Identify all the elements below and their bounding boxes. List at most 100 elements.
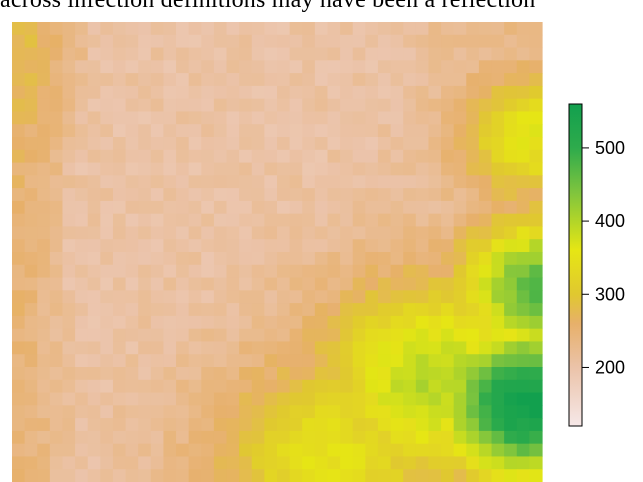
heatmap-cell [403,85,417,100]
heatmap-cell [87,60,101,74]
heatmap-cell [529,98,543,113]
heatmap-cell [12,328,26,343]
heatmap-cell [176,85,190,100]
heatmap-cell [163,290,177,304]
heatmap-cell [453,149,467,164]
heatmap-cell [100,430,114,445]
heatmap-cell [428,73,442,87]
heatmap-cell [12,252,26,266]
heatmap-cell [24,277,38,291]
heatmap-cell [415,213,430,228]
heatmap-cell [100,213,114,228]
heatmap-cell [529,60,543,74]
heatmap-cell [125,98,139,113]
heatmap-cell [277,137,291,151]
heatmap-cell [466,277,480,291]
heatmap-cell [516,430,530,445]
heatmap-cell [314,456,329,470]
heatmap-cell [441,226,455,240]
heatmap-cell [289,418,303,432]
heatmap-cell [491,430,505,445]
heatmap-cell [188,22,202,36]
heatmap-cell [466,175,480,189]
heatmap-cell [314,73,329,87]
heatmap-cell [188,226,202,240]
heatmap-cell [264,405,278,419]
heatmap-cell [314,22,329,36]
heatmap-cell [428,469,442,482]
heatmap-cell [277,328,291,343]
heatmap-cell [176,418,190,432]
heatmap-cell [264,213,278,228]
heatmap-cell [428,137,442,151]
heatmap-cell [100,405,114,419]
heatmap-cell [100,315,114,330]
heatmap-cell [478,111,493,125]
heatmap-cell [125,392,139,406]
heatmap-cell [37,379,51,394]
heatmap-cell [213,354,228,368]
heatmap-cell [201,277,215,291]
heatmap-cell [75,315,89,330]
heatmap-cell [478,405,493,419]
heatmap-cell [441,34,455,49]
heatmap-cell [352,137,366,151]
heatmap-cell [504,379,518,394]
heatmap-cell [365,111,379,125]
heatmap-cell [377,111,392,125]
heatmap-cell [516,162,530,176]
heatmap-cell [188,405,202,419]
heatmap-cell [100,137,114,151]
heatmap-cell [213,379,228,394]
heatmap-cell [441,328,455,343]
heatmap-cell [112,175,127,189]
heatmap-cell [201,22,215,36]
heatmap-cell [112,73,127,87]
heatmap-cell [365,149,379,164]
heatmap-cell [87,188,101,202]
heatmap-cell [12,111,26,125]
heatmap-cell [176,264,190,279]
heatmap-cell [49,328,64,343]
heatmap-cell [352,60,366,74]
heatmap-cell [352,303,366,317]
heatmap-cell [491,277,505,291]
heatmap-cell [239,315,253,330]
heatmap-cell [24,188,38,202]
heatmap-cell [62,188,76,202]
heatmap-cell [251,469,265,482]
heatmap-cell [340,469,354,482]
heatmap-cell [163,60,177,74]
heatmap-cell [100,73,114,87]
heatmap-cell [340,73,354,87]
heatmap-cell [478,213,493,228]
heatmap-cell [176,456,190,470]
heatmap-cell [504,252,518,266]
heatmap-cell [75,303,89,317]
heatmap-cell [213,200,228,215]
heatmap-cell [491,98,505,113]
heatmap-cell [188,162,202,176]
heatmap-cell [491,418,505,432]
heatmap-cell [62,264,76,279]
heatmap-cell [150,456,165,470]
heatmap-cell [201,226,215,240]
heatmap-cell [75,354,89,368]
heatmap-cell [340,443,354,458]
heatmap-cell [87,85,101,100]
heatmap-cell [352,226,366,240]
heatmap-cell [277,213,291,228]
heatmap-cell [365,456,379,470]
heatmap-cell [176,73,190,87]
heatmap-cell [365,239,379,253]
heatmap-cell [403,137,417,151]
heatmap-cell [390,149,404,164]
heatmap-cell [150,60,165,74]
heatmap-cell [504,469,518,482]
heatmap-cell [516,264,530,279]
heatmap-cell [327,188,341,202]
heatmap-cell [504,98,518,113]
heatmap-cell [176,149,190,164]
colorbar-gradient [568,103,583,427]
heatmap-cell [100,162,114,176]
